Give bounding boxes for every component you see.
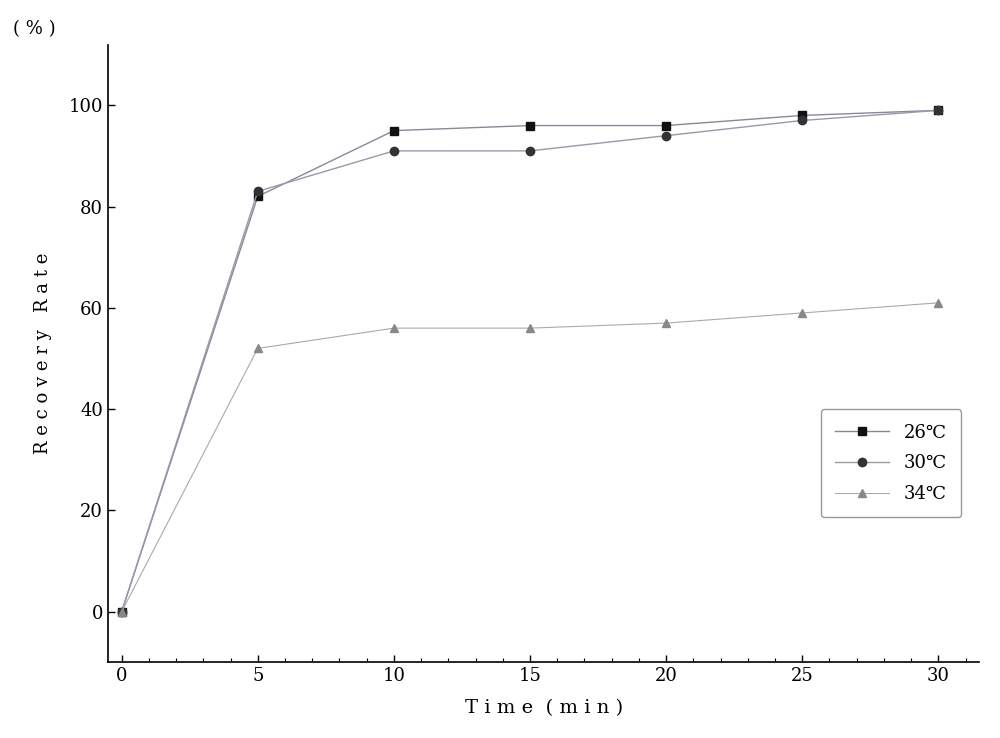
Line: 26℃: 26℃ [117,106,942,616]
30℃ [796,116,808,125]
34℃ [388,324,400,333]
30℃ [524,146,536,155]
34℃ [252,344,264,353]
26℃ [388,126,400,135]
Y-axis label: R e c o v e r y   R a t e: R e c o v e r y R a t e [34,253,52,454]
30℃ [252,187,264,196]
26℃ [932,106,944,115]
30℃ [932,106,944,115]
Legend: 26℃, 30℃, 34℃: 26℃, 30℃, 34℃ [821,410,961,517]
34℃ [116,607,128,616]
26℃ [252,192,264,201]
34℃ [796,308,808,317]
Text: ( % ): ( % ) [13,21,55,38]
Line: 34℃: 34℃ [117,299,942,616]
30℃ [388,146,400,155]
26℃ [796,111,808,120]
26℃ [660,121,672,130]
34℃ [932,298,944,307]
Line: 30℃: 30℃ [117,106,942,616]
34℃ [660,319,672,328]
26℃ [116,607,128,616]
26℃ [524,121,536,130]
34℃ [524,324,536,333]
30℃ [660,131,672,140]
X-axis label: T i m e  ( m i n ): T i m e ( m i n ) [465,699,623,717]
30℃ [116,607,128,616]
